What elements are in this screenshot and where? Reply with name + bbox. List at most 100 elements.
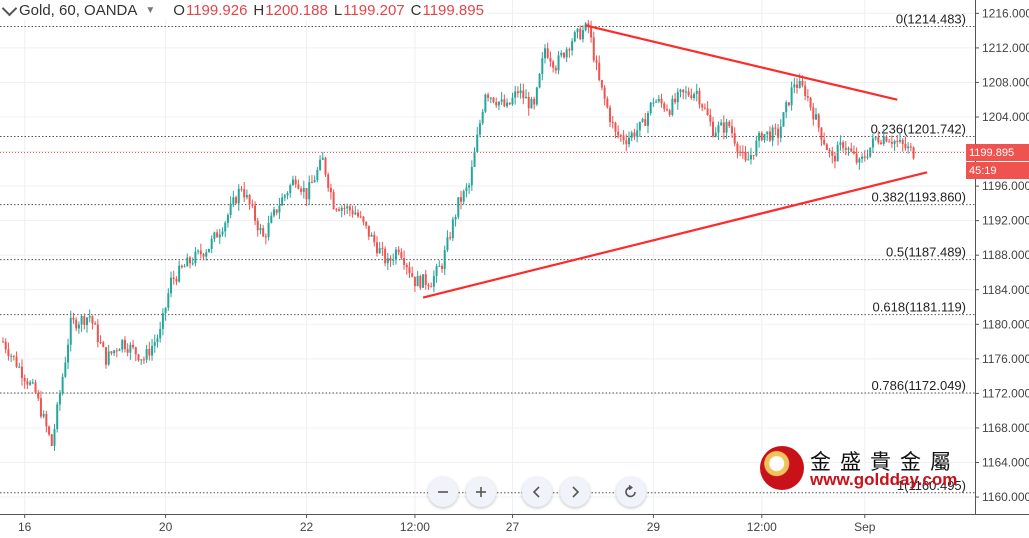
- candle-body: [351, 210, 354, 215]
- collapse-chevron-icon[interactable]: [1, 0, 18, 16]
- candle-body: [630, 132, 633, 138]
- candle-body: [579, 28, 582, 40]
- candle-body: [663, 103, 666, 110]
- candle-body: [665, 109, 668, 111]
- candle-body: [771, 127, 774, 141]
- candle-body: [321, 157, 324, 160]
- candle-body: [679, 89, 682, 92]
- candle-body: [4, 341, 7, 350]
- candle-body: [378, 248, 381, 254]
- scroll-right-button[interactable]: [560, 477, 590, 507]
- candle-body: [888, 141, 891, 143]
- candle-body: [137, 354, 140, 361]
- last-price-label: 1199.895: [966, 144, 1029, 162]
- open-value: 1199.926: [185, 1, 248, 19]
- candle-body: [712, 121, 715, 137]
- candle-body: [454, 216, 457, 220]
- trendline-lower[interactable]: [422, 171, 928, 299]
- candle-body: [335, 209, 338, 211]
- candle-body: [622, 135, 625, 141]
- candle-body: [186, 257, 189, 267]
- candle-body: [836, 144, 839, 162]
- candle-body: [649, 102, 652, 114]
- candle-body: [749, 154, 752, 160]
- candle-body: [221, 231, 224, 235]
- candle-body: [256, 220, 259, 231]
- candle-body: [2, 341, 4, 343]
- fibonacci-level-label: 0(1214.483): [896, 11, 966, 26]
- candle-body: [804, 85, 807, 96]
- candle-body: [847, 148, 850, 150]
- fibonacci-level-label: 0.786(1172.049): [872, 378, 966, 393]
- symbol-name[interactable]: Gold, 60, OANDA: [19, 1, 138, 19]
- scroll-left-button[interactable]: [522, 477, 552, 507]
- candle-body: [728, 121, 731, 127]
- candle-body: [671, 98, 674, 115]
- candle-body: [248, 195, 251, 205]
- candle-body: [899, 139, 902, 142]
- candle-body: [31, 382, 34, 384]
- candle-body: [798, 80, 801, 88]
- candle-body: [291, 179, 294, 186]
- candle-body: [600, 80, 603, 88]
- candle-body: [758, 132, 761, 141]
- candle-body: [39, 398, 42, 417]
- candle-body: [56, 404, 59, 430]
- candle-body: [373, 234, 376, 243]
- candle-body: [45, 414, 48, 427]
- candle-body: [91, 316, 94, 324]
- candle-body: [69, 317, 72, 345]
- candle-body: [115, 350, 118, 352]
- trendline-upper[interactable]: [585, 24, 898, 101]
- candle-body: [67, 344, 70, 363]
- candle-body: [319, 159, 322, 170]
- candle-body: [478, 123, 481, 135]
- reset-chart-button[interactable]: [616, 477, 646, 507]
- candle-body: [573, 32, 576, 42]
- candle-body: [644, 119, 647, 126]
- candle-body: [267, 222, 270, 238]
- candle-body: [736, 143, 739, 152]
- candle-body: [842, 142, 845, 148]
- candle-body: [34, 382, 37, 393]
- candle-body: [525, 96, 528, 99]
- candle-body: [609, 107, 612, 122]
- candle-body: [459, 197, 462, 202]
- candle-body: [132, 344, 135, 348]
- fibonacci-level-label: 0.618(1181.119): [873, 300, 966, 315]
- candle-body: [562, 52, 565, 58]
- candle-body: [538, 73, 541, 88]
- candle-body: [151, 345, 154, 356]
- candle-body: [782, 112, 785, 127]
- candle-body: [779, 126, 782, 138]
- candle-body: [167, 293, 170, 308]
- candle-body: [633, 132, 636, 137]
- candle-body: [820, 127, 823, 140]
- candle-body: [706, 108, 709, 116]
- candle-body: [224, 222, 227, 232]
- candle-body: [495, 102, 498, 106]
- candle-body: [473, 151, 476, 167]
- candle-body: [777, 128, 780, 138]
- symbol-header: Gold, 60, OANDA ▼ O 1199.926 H 1200.188 …: [0, 0, 488, 20]
- candle-body: [717, 125, 720, 133]
- candle-body: [232, 197, 235, 204]
- price-tick-label: 1216.000: [982, 6, 1029, 20]
- candle-body: [370, 234, 373, 237]
- candle-body: [668, 110, 671, 115]
- candle-body: [199, 250, 202, 255]
- zoom-in-button[interactable]: [466, 477, 496, 507]
- chevron-down-icon[interactable]: ▼: [145, 4, 156, 16]
- candle-body: [844, 147, 847, 150]
- candle-body: [655, 101, 658, 103]
- candle-body: [75, 319, 78, 329]
- zoom-out-button[interactable]: [428, 477, 458, 507]
- candle-body: [424, 274, 427, 285]
- candle-body: [446, 237, 449, 251]
- candle-body: [18, 366, 21, 368]
- candle-body: [592, 37, 595, 61]
- candle-body: [259, 228, 262, 231]
- candle-body: [213, 232, 216, 239]
- candle-body: [625, 140, 628, 145]
